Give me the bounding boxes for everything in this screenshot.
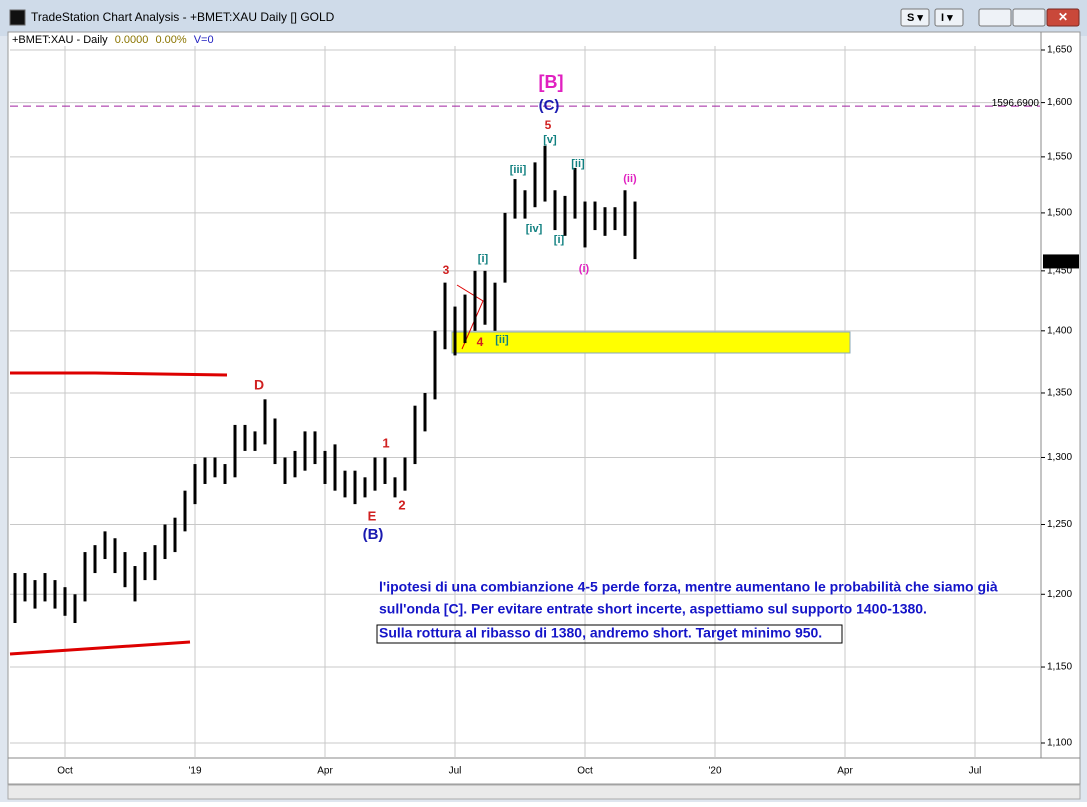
wave-label: (C) (539, 97, 560, 114)
wave-label: [i] (478, 253, 489, 265)
y-tick-label: 1,550 (1047, 151, 1072, 162)
x-tick-label: Jul (449, 766, 462, 777)
y-tick-label: 1,350 (1047, 388, 1072, 399)
wave-label: [v] (543, 134, 557, 146)
wave-label: 2 (398, 497, 405, 512)
i-icon: I ▾ (941, 12, 953, 24)
wave-label: (B) (363, 526, 384, 543)
y-tick-label: 1,100 (1047, 738, 1072, 749)
trend-line (9, 640, 191, 656)
maximize-button[interactable] (1012, 8, 1046, 27)
y-tick-label: 1,150 (1047, 662, 1072, 673)
y-tick-label: 1,450 (1047, 265, 1072, 276)
reference-label: 1596.6900 (992, 98, 1040, 109)
x-tick-label: Apr (317, 766, 333, 777)
s-icon: S ▾ (907, 12, 923, 24)
note-box (376, 624, 843, 644)
scrollbar[interactable] (7, 784, 1081, 800)
note-line: sull'onda [C]. Per evitare entrate short… (379, 601, 927, 617)
support-zone (451, 331, 851, 354)
change: 0.0000 (115, 34, 149, 46)
wave-label: D (254, 377, 264, 393)
wave-label: [iv] (526, 223, 543, 235)
wave-label: [iii] (510, 164, 527, 176)
x-tick-label: Oct (577, 766, 593, 777)
y-tick-label: 1,600 (1047, 97, 1072, 108)
volume: V=0 (194, 34, 214, 46)
y-tick-label: 1,300 (1047, 452, 1072, 463)
triangle-drawing (456, 284, 484, 350)
wave-label: 3 (443, 263, 450, 277)
x-tick-label: '19 (188, 766, 201, 777)
close-icon: ✕ (1058, 10, 1068, 24)
trend-line (94, 371, 228, 377)
app-icon (9, 9, 26, 26)
plot (10, 105, 1040, 624)
y-tick-label: 1,400 (1047, 325, 1072, 336)
wave-label: [i] (554, 234, 565, 246)
wave-label: 1 (382, 435, 389, 450)
grid (10, 46, 1040, 758)
legend: +BMET:XAU - Daily 0.0000 0.00% V=0 (12, 34, 214, 46)
wave-label: E (368, 508, 377, 523)
change-pct: 0.00% (155, 34, 186, 46)
wave-label: [ii] (571, 158, 585, 170)
i-button[interactable] (934, 8, 964, 27)
minimize-button[interactable] (978, 8, 1012, 27)
x-tick-label: Oct (57, 766, 73, 777)
x-tick-label: '20 (708, 766, 721, 777)
note-line: l'ipotesi di una combianzione 4-5 perde … (379, 579, 998, 595)
wave-label: (ii) (623, 173, 637, 185)
close-button[interactable] (1046, 8, 1080, 27)
y-tick-label: 1,500 (1047, 208, 1072, 219)
y-tick-label: 1,200 (1047, 589, 1072, 600)
wave-label: 5 (545, 118, 552, 132)
last-price-box (1043, 254, 1079, 269)
s-button[interactable] (900, 8, 930, 27)
window-title: TradeStation Chart Analysis - +BMET:XAU … (31, 10, 335, 24)
wave-label: [B] (539, 72, 564, 92)
wave-label: 4 (477, 335, 484, 349)
x-tick-label: Jul (969, 766, 982, 777)
wave-label: (i) (579, 263, 590, 275)
note-line: Sulla rottura al ribasso di 1380, andrem… (379, 625, 822, 641)
y-tick-label: 1,650 (1047, 45, 1072, 56)
x-tick-label: Apr (837, 766, 853, 777)
wave-label: [ii] (495, 334, 509, 346)
symbol: +BMET:XAU - Daily (12, 34, 108, 46)
last-price-label: 1,458 (1047, 256, 1072, 267)
y-tick-label: 1,250 (1047, 519, 1072, 530)
